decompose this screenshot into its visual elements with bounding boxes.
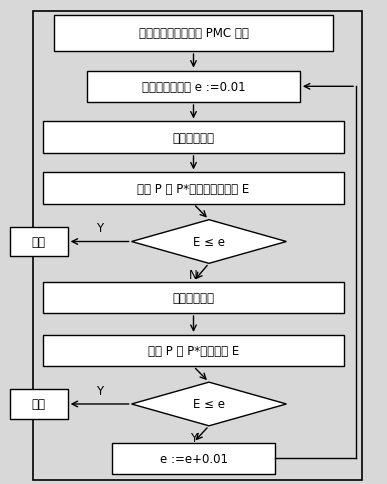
FancyBboxPatch shape [54,16,333,52]
FancyBboxPatch shape [43,122,344,154]
Text: 结束: 结束 [32,236,46,248]
FancyBboxPatch shape [87,72,300,103]
Text: Y: Y [96,222,103,235]
FancyBboxPatch shape [112,442,275,474]
Text: 计算 P 与 P*之间误差 E: 计算 P 与 P*之间误差 E [148,345,239,357]
Text: 计算 P 与 P*之间的实际误差 E: 计算 P 与 P*之间的实际误差 E [137,182,250,195]
FancyBboxPatch shape [33,12,362,480]
Text: N: N [189,269,198,282]
Text: Y: Y [96,384,103,397]
Text: 构建一阶模型: 构建一阶模型 [173,132,214,144]
Polygon shape [132,220,286,264]
FancyBboxPatch shape [10,390,68,419]
Text: 构建二阶模型: 构建二阶模型 [173,291,214,304]
Text: E ≤ e: E ≤ e [193,398,225,410]
FancyBboxPatch shape [10,227,68,257]
Polygon shape [132,382,286,426]
Text: 初始化误差阈值 e :=0.01: 初始化误差阈值 e :=0.01 [142,81,245,93]
Text: 结束: 结束 [32,398,46,410]
Text: 以相关系数降序排列 PMC 集合: 以相关系数降序排列 PMC 集合 [139,28,248,40]
Text: E ≤ e: E ≤ e [193,236,225,248]
FancyBboxPatch shape [43,282,344,314]
Text: e :=e+0.01: e :=e+0.01 [159,452,228,465]
Text: Y: Y [190,431,197,444]
FancyBboxPatch shape [43,173,344,204]
FancyBboxPatch shape [43,335,344,367]
